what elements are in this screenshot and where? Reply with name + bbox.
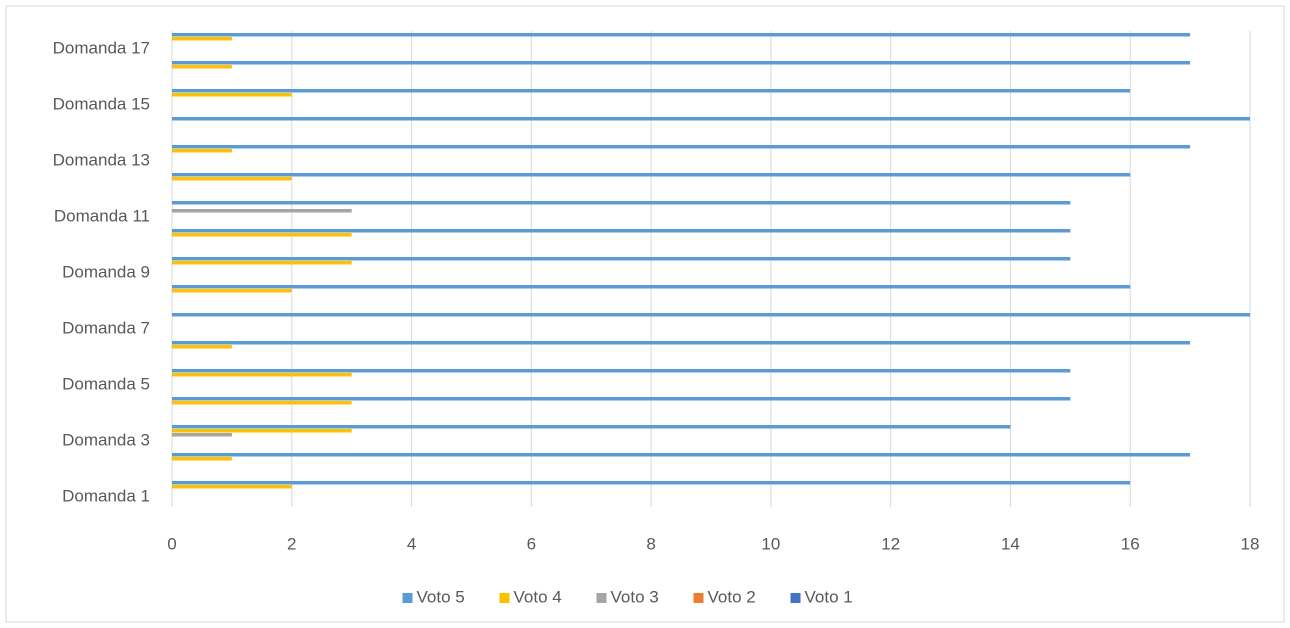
x-tick-label: 12 <box>881 534 900 553</box>
bar <box>172 145 1191 149</box>
bar <box>172 425 1011 429</box>
y-tick-label: Domanda 15 <box>53 94 150 113</box>
x-tick-label: 0 <box>167 534 176 553</box>
bar <box>172 89 1131 93</box>
x-tick-label: 4 <box>407 534 416 553</box>
bar <box>172 285 1131 289</box>
bar <box>172 229 1071 233</box>
legend-swatch <box>402 593 413 603</box>
x-tick-label: 10 <box>761 534 780 553</box>
x-tick-label: 18 <box>1241 534 1260 553</box>
legend-swatch <box>693 593 704 603</box>
x-tick-label: 14 <box>1001 534 1020 553</box>
bar <box>172 453 1191 457</box>
bar <box>172 33 1191 37</box>
y-tick-label: Domanda 1 <box>62 486 150 505</box>
legend-label: Voto 2 <box>708 587 756 606</box>
bar <box>172 257 1071 261</box>
bar <box>172 93 292 97</box>
bar <box>172 433 232 437</box>
bar <box>172 373 352 377</box>
bar <box>172 149 232 153</box>
x-tick-label: 6 <box>527 534 536 553</box>
x-tick-label: 2 <box>287 534 296 553</box>
bar <box>172 401 352 405</box>
y-tick-label: Domanda 11 <box>54 206 150 225</box>
y-tick-label: Domanda 7 <box>62 318 150 337</box>
bar <box>172 341 1191 345</box>
legend-label: Voto 4 <box>514 587 562 606</box>
bar <box>172 177 292 181</box>
bar <box>172 429 352 433</box>
bar <box>172 313 1250 317</box>
bar <box>172 117 1250 121</box>
y-tick-label: Domanda 17 <box>53 38 150 57</box>
y-tick-label: Domanda 5 <box>62 374 150 393</box>
bar <box>172 457 232 461</box>
x-tick-label: 8 <box>646 534 655 553</box>
legend-label: Voto 5 <box>417 587 465 606</box>
bar <box>172 209 352 213</box>
bar <box>172 261 352 265</box>
bar <box>172 233 352 237</box>
legend-swatch <box>790 593 801 603</box>
bar <box>172 369 1071 373</box>
bar <box>172 65 232 69</box>
legend-swatch <box>499 593 510 603</box>
bar <box>172 173 1131 177</box>
bar <box>172 61 1191 65</box>
y-tick-label: Domanda 13 <box>53 150 150 169</box>
bar <box>172 201 1071 205</box>
bar <box>172 289 292 293</box>
bar <box>172 37 232 41</box>
y-tick-label: Domanda 3 <box>62 430 150 449</box>
bar <box>172 397 1071 401</box>
bar <box>172 485 292 489</box>
legend-label: Voto 3 <box>611 587 659 606</box>
y-tick-label: Domanda 9 <box>62 262 150 281</box>
bar <box>172 345 232 349</box>
legend-label: Voto 1 <box>805 587 853 606</box>
legend-swatch <box>596 593 607 603</box>
bar <box>172 481 1131 485</box>
x-tick-label: 16 <box>1121 534 1140 553</box>
